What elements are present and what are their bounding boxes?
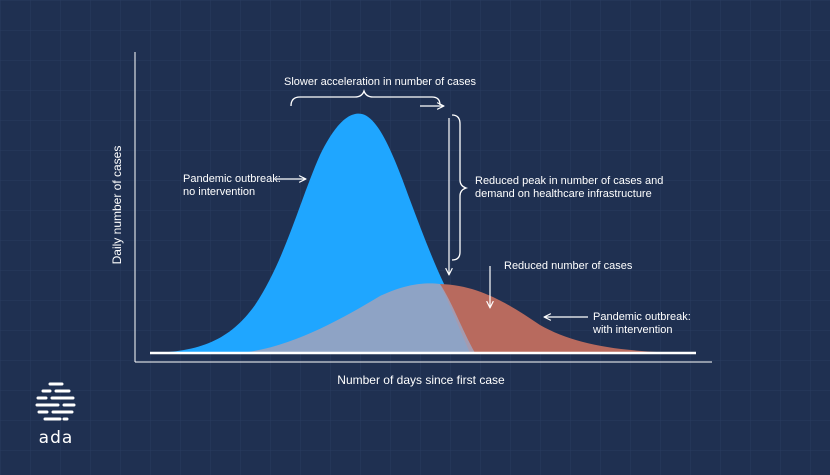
slower-acceleration-label: Slower acceleration in number of cases bbox=[284, 76, 476, 88]
reduced-cases-area bbox=[440, 284, 690, 353]
with-intervention-overlap bbox=[440, 284, 475, 353]
reduced-peak-label-line2: demand on healthcare infrastructure bbox=[475, 188, 652, 200]
ada-logo-text: ada bbox=[39, 428, 74, 448]
reduced-peak-label-line1: Reduced peak in number of cases and bbox=[475, 175, 663, 187]
vertical-brace bbox=[451, 114, 469, 261]
with-intervention-curve bbox=[240, 283, 475, 353]
reduced-cases-label: Reduced number of cases bbox=[504, 260, 633, 272]
with-intervention-label-line2: with intervention bbox=[592, 324, 673, 336]
no-intervention-label-line1: Pandemic outbreak: bbox=[183, 173, 281, 185]
x-axis-title: Number of days since first case bbox=[337, 373, 505, 387]
horizontal-brace bbox=[290, 88, 441, 107]
no-intervention-label-line2: no intervention bbox=[183, 186, 255, 198]
with-intervention-label-line1: Pandemic outbreak: bbox=[593, 311, 691, 323]
y-axis-title: Daily number of cases bbox=[110, 146, 124, 265]
ada-logo-icon bbox=[35, 382, 76, 421]
